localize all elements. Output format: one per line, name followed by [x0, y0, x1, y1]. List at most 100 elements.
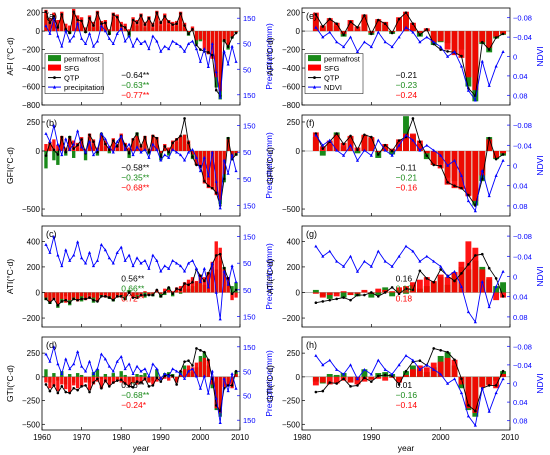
y-axis-label: ATI(°C·d)	[5, 259, 15, 295]
bar-sfg	[472, 150, 479, 201]
marker-qtp	[96, 11, 99, 14]
marker-qtp	[96, 300, 99, 303]
marker-precipitation	[115, 139, 119, 143]
y2-tick-label: −0.04	[513, 33, 532, 42]
marker-qtp	[147, 150, 151, 154]
marker-ndvi	[411, 138, 415, 142]
bar-permafrost	[139, 374, 143, 377]
marker-ndvi	[494, 64, 498, 68]
bar-permafrost	[234, 371, 238, 377]
bar-sfg	[79, 137, 84, 151]
y2-tick-label: 150	[243, 91, 256, 100]
marker-precipitation	[99, 24, 103, 28]
marker-qtp	[432, 280, 436, 284]
marker-qtp	[147, 385, 151, 388]
bar-sfg	[214, 376, 218, 409]
y-axis-label: ATI(°C·d)	[265, 259, 275, 295]
marker-qtp	[52, 15, 56, 18]
marker-ndvi	[390, 45, 394, 49]
marker-precipitation	[167, 155, 171, 159]
marker-qtp	[84, 30, 87, 34]
marker-precipitation	[44, 132, 48, 135]
marker-qtp	[52, 148, 56, 152]
marker-precipitation	[222, 49, 226, 53]
bar-sfg	[107, 376, 112, 386]
marker-ndvi	[404, 25, 408, 29]
marker-precipitation	[159, 49, 163, 53]
x-tick-label: 1970	[73, 433, 91, 442]
marker-qtp	[104, 142, 107, 146]
marker-qtp	[167, 20, 171, 24]
marker-ndvi	[314, 244, 318, 248]
marker-qtp	[100, 295, 103, 298]
marker-precipitation	[151, 362, 155, 366]
y-tick-label: −400	[22, 64, 41, 73]
marker-qtp	[76, 18, 79, 22]
bar-sfg	[361, 289, 368, 293]
marker-precipitation	[171, 367, 175, 371]
marker-qtp	[349, 298, 352, 302]
marker-qtp	[68, 301, 72, 305]
marker-precipitation	[111, 369, 115, 373]
bar-permafrost	[91, 292, 96, 303]
marker-ndvi	[348, 254, 353, 258]
bar-sfg	[68, 25, 72, 32]
marker-qtp	[191, 364, 194, 367]
marker-precipitation	[151, 253, 155, 257]
marker-qtp	[234, 153, 238, 156]
bar-sfg	[99, 376, 104, 389]
bar-sfg	[326, 376, 333, 385]
marker-qtp	[179, 369, 182, 373]
bar-sfg	[151, 376, 155, 385]
marker-qtp	[72, 386, 75, 390]
marker-qtp	[56, 153, 60, 156]
marker-ndvi	[439, 264, 443, 268]
y2-tick-label: 0	[513, 162, 517, 171]
marker-qtp	[127, 385, 131, 388]
marker-qtp	[195, 347, 198, 350]
marker-qtp	[88, 133, 91, 137]
marker-qtp	[139, 293, 143, 297]
bar-sfg	[115, 14, 119, 32]
bar-sfg	[437, 150, 444, 169]
marker-ndvi	[446, 381, 450, 385]
bar-sfg	[159, 292, 163, 294]
y-tick-label: −500	[282, 205, 301, 214]
bar-sfg	[347, 292, 354, 296]
bar-permafrost	[155, 369, 159, 377]
marker-qtp	[64, 27, 68, 31]
marker-precipitation	[194, 155, 199, 159]
marker-qtp	[230, 36, 234, 39]
marker-precipitation	[83, 42, 88, 46]
y2-tick-label: 0.04	[513, 293, 528, 302]
marker-qtp	[119, 24, 123, 27]
bar-sfg	[409, 369, 416, 377]
marker-precipitation	[171, 147, 175, 151]
marker-qtp	[230, 384, 234, 387]
marker-qtp	[131, 138, 135, 141]
marker-precipitation	[171, 39, 175, 43]
bar-permafrost	[333, 374, 340, 377]
marker-precipitation	[143, 39, 147, 43]
bar-sfg	[111, 138, 115, 151]
bar-sfg	[194, 280, 199, 293]
bar-sfg	[368, 376, 375, 380]
legend-marker-qtp	[53, 76, 56, 79]
marker-ndvi	[487, 194, 491, 198]
marker-precipitation	[210, 150, 214, 154]
bar-sfg	[163, 13, 167, 32]
bar-permafrost	[234, 282, 238, 293]
y2-tick-label: −0.04	[513, 252, 532, 261]
marker-qtp	[191, 27, 194, 31]
marker-precipitation	[68, 258, 72, 262]
marker-precipitation	[103, 248, 107, 252]
marker-qtp	[155, 288, 159, 292]
bar-sfg	[52, 292, 56, 301]
marker-precipitation	[52, 16, 56, 20]
marker-precipitation	[163, 264, 167, 268]
marker-qtp	[92, 381, 95, 384]
marker-precipitation	[175, 369, 179, 373]
bar-sfg	[500, 150, 507, 154]
marker-precipitation	[76, 129, 80, 133]
